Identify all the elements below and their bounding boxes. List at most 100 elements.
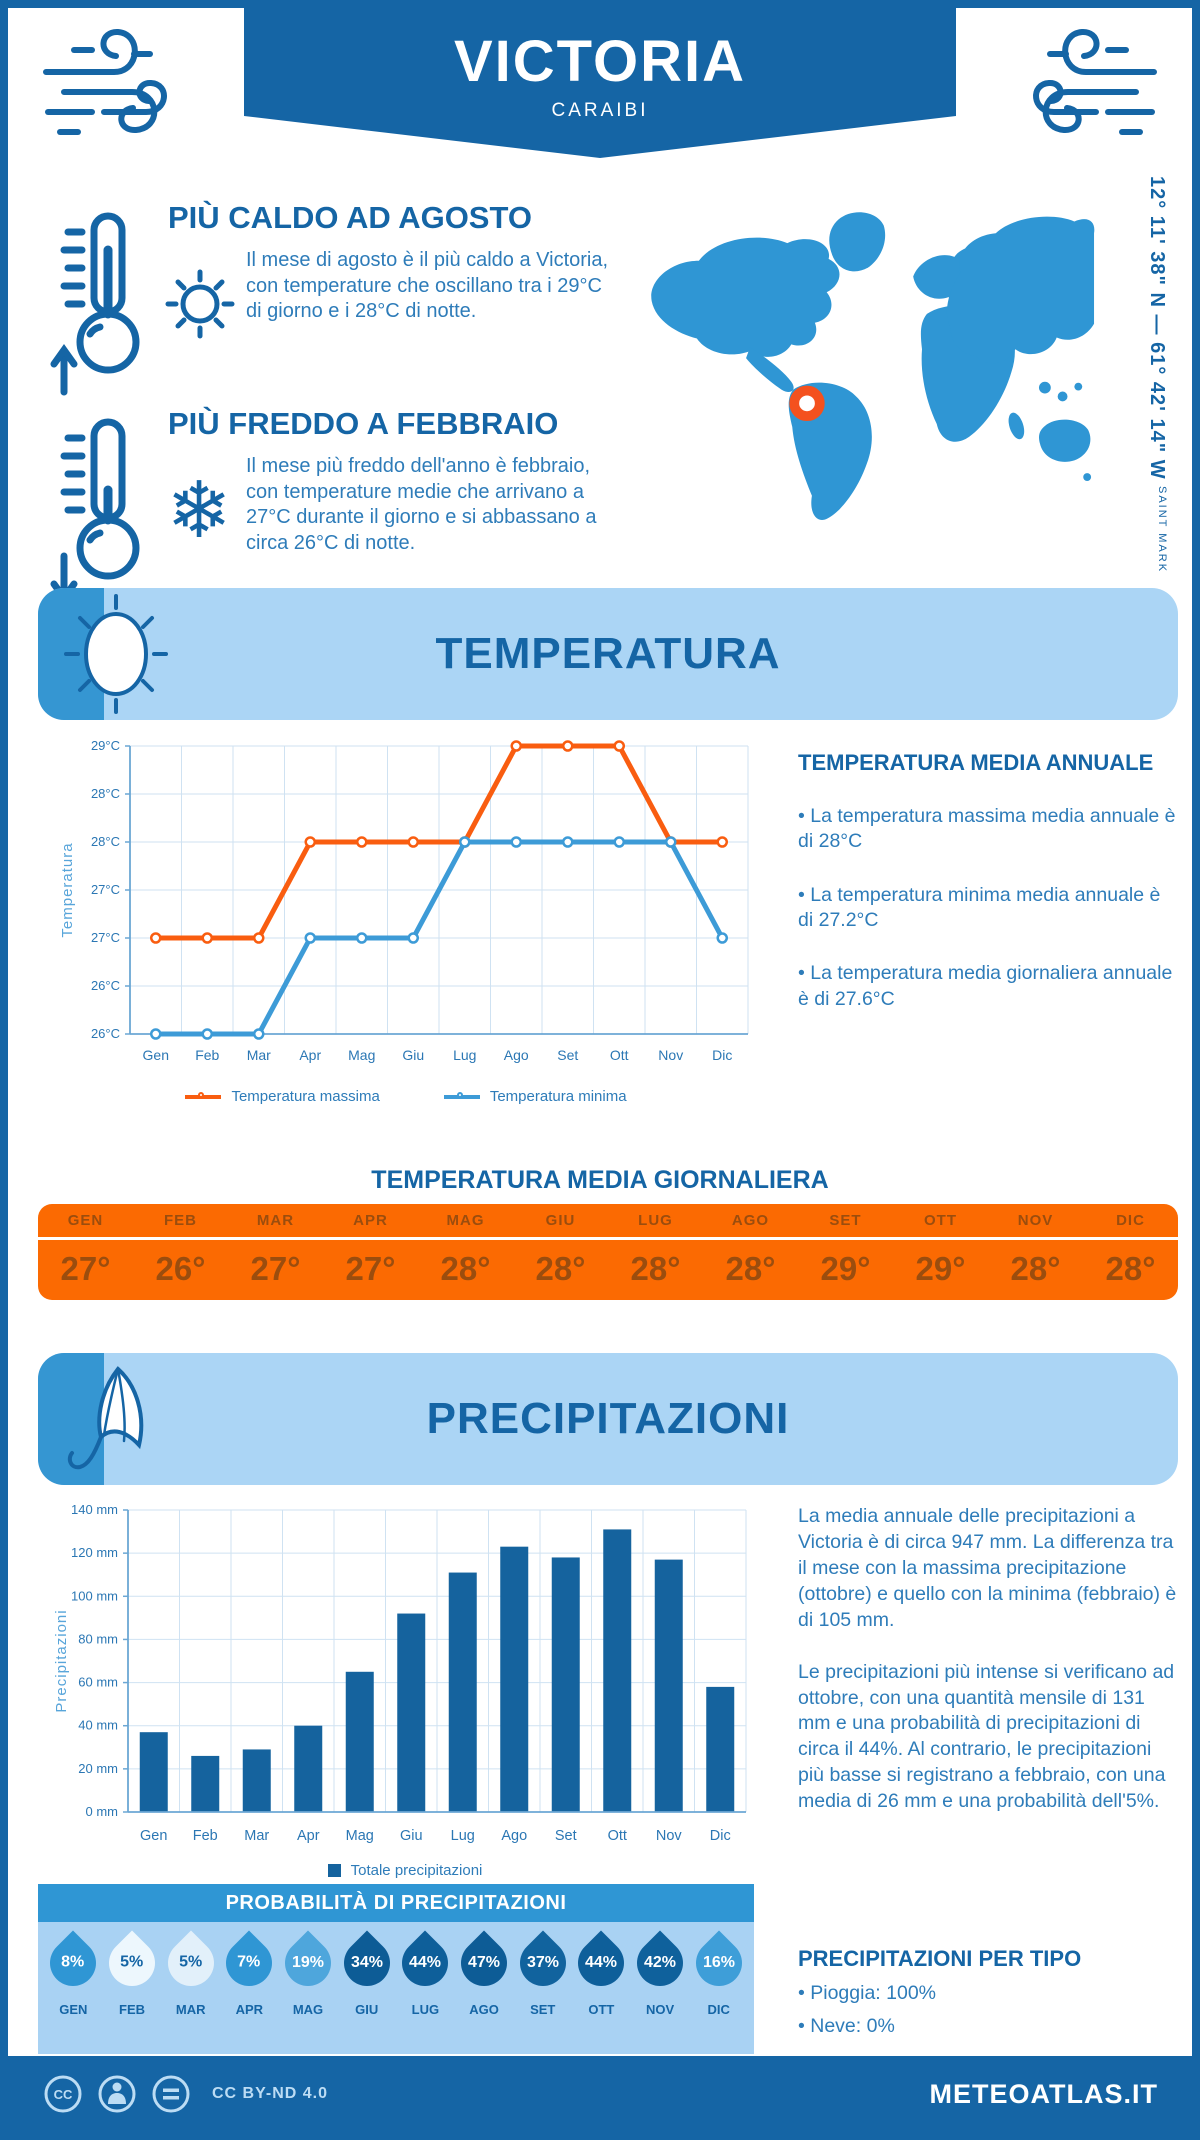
svg-text:26°C: 26°C <box>91 978 120 993</box>
svg-text:Ott: Ott <box>610 1047 629 1063</box>
bar <box>242 1749 271 1812</box>
svg-text:27°C: 27°C <box>91 930 120 945</box>
temperature-cell: 28° <box>1105 1249 1156 1287</box>
data-point <box>562 836 574 848</box>
svg-text:Nov: Nov <box>658 1047 683 1063</box>
data-point <box>613 740 625 752</box>
highlight-title: PIÙ FREDDO A FEBBRAIO <box>168 406 559 441</box>
page-title: VICTORIA <box>453 29 747 94</box>
sun-icon <box>165 269 235 339</box>
probability-column: 19% MAG <box>275 1922 341 2054</box>
bar <box>603 1529 632 1812</box>
data-point <box>356 836 368 848</box>
bar <box>397 1613 426 1812</box>
data-point <box>356 932 368 944</box>
section-title: TEMPERATURA <box>435 629 781 678</box>
wind-icon <box>43 29 167 135</box>
bar <box>294 1725 323 1812</box>
svg-text:Nov: Nov <box>656 1828 683 1844</box>
series-line <box>153 839 725 1037</box>
temperature-cell: 28° <box>630 1249 681 1287</box>
month-cell: DIC <box>1116 1212 1145 1229</box>
annual-bullet: • La temperatura minima media annuale è … <box>798 883 1161 932</box>
precip-paragraph: La media annuale delle precipitazioni a … <box>798 1505 1177 1631</box>
probability-column: 8% GEN <box>40 1922 106 2054</box>
temperature-line-chart: 26°C 26°C 27°C 27°C 28°C 28°C 29°C Gen Feb Mar Apr… <box>59 738 749 1063</box>
section-title: PRECIPITAZIONI <box>426 1394 790 1443</box>
precip-legend: Totale precipitazioni <box>50 1862 760 1879</box>
data-point <box>716 932 728 944</box>
bar <box>345 1671 374 1812</box>
raindrop-icon: 5% <box>99 1930 165 1996</box>
month-label: MAG <box>292 2002 324 2017</box>
svg-text:Mar: Mar <box>244 1828 269 1844</box>
svg-text:29°C: 29°C <box>91 738 120 753</box>
precip-paragraphs: La media annuale delle precipitazioni a … <box>798 1504 1180 1815</box>
probability-column: 44% OTT <box>568 1922 634 2054</box>
annual-bullets: • La temperatura massima media annuale è… <box>798 804 1180 1012</box>
temperature-cell: 27° <box>345 1249 396 1287</box>
wind-icon <box>1033 29 1157 135</box>
month-label: SET <box>530 2002 556 2017</box>
svg-text:80 mm: 80 mm <box>78 1631 118 1646</box>
svg-text:Lug: Lug <box>453 1047 476 1063</box>
umbrella-banner-icon <box>67 1366 144 1470</box>
raindrop-icon: 34% <box>334 1930 400 1996</box>
bar <box>139 1732 168 1812</box>
month-label: APR <box>235 2002 264 2017</box>
data-point <box>201 932 213 944</box>
data-point <box>304 836 316 848</box>
svg-text:Set: Set <box>555 1828 577 1844</box>
svg-text:28°C: 28°C <box>91 834 120 849</box>
svg-text:120 mm: 120 mm <box>71 1545 118 1560</box>
temperature-cell: 28° <box>1010 1249 1061 1287</box>
data-point <box>150 932 162 944</box>
data-point <box>716 836 728 848</box>
svg-text:Giu: Giu <box>400 1828 423 1844</box>
cc-icon: CC <box>44 2075 82 2113</box>
svg-text:Mag: Mag <box>348 1047 375 1063</box>
svg-text:60 mm: 60 mm <box>78 1675 118 1690</box>
precip-paragraph: Le precipitazioni più intense si verific… <box>798 1660 1175 1813</box>
data-point <box>304 932 316 944</box>
temp-table-months: GEN FEB MAR APR MAG GIU LUG AGO SET OTT NOV DIC <box>38 1204 1178 1240</box>
bar <box>448 1572 477 1812</box>
data-point <box>150 1028 162 1040</box>
precipitation-types-block: PRECIPITAZIONI PER TIPO • Pioggia: 100% •… <box>798 1946 1180 2038</box>
annual-heading: TEMPERATURA MEDIA ANNUALE <box>798 750 1154 775</box>
raindrop-icon: 47% <box>451 1930 517 1996</box>
probability-column: 5% FEB <box>99 1922 165 2054</box>
temperature-cell: 29° <box>915 1249 966 1287</box>
page-subtitle: CARAIBI <box>551 100 649 121</box>
raindrop-icon: 7% <box>216 1930 282 1996</box>
legend-item: Totale precipitazioni <box>327 1862 482 1879</box>
month-label: AGO <box>469 2002 499 2017</box>
svg-text:Gen: Gen <box>140 1828 167 1844</box>
highlight-title: PIÙ CALDO AD AGOSTO <box>168 200 532 235</box>
probability-drops: 8% GEN 5% FEB 5% MAR 7% APR 19% MAG 34% GIU 44% LUG 47… <box>38 1922 754 2054</box>
type-bullet: • Neve: 0% <box>798 2015 895 2037</box>
temperature-cell: 26° <box>155 1249 206 1287</box>
svg-text:140 mm: 140 mm <box>71 1502 118 1517</box>
temperature-cell: 27° <box>250 1249 301 1287</box>
daily-heading: TEMPERATURA MEDIA GIORNALIERA <box>371 1166 829 1194</box>
annual-temperature-block: TEMPERATURA MEDIA ANNUALE • La temperatu… <box>798 750 1180 1012</box>
daily-temperature-table: GEN FEB MAR APR MAG GIU LUG AGO SET OTT NOV DIC 27°… <box>38 1204 1178 1300</box>
month-label: DIC <box>707 2002 730 2017</box>
world-map <box>651 212 1095 520</box>
probability-column: 5% MAR <box>158 1922 224 2054</box>
svg-text:27°C: 27°C <box>91 882 120 897</box>
raindrop-icon: 16% <box>686 1930 752 1996</box>
site-name: METEOATLAS.IT <box>929 2078 1158 2109</box>
temperature-cell: 28° <box>440 1249 491 1287</box>
raindrop-icon: 37% <box>510 1930 576 1996</box>
data-point <box>459 836 471 848</box>
data-point <box>510 836 522 848</box>
month-cell: GEN <box>67 1212 104 1229</box>
svg-text:Gen: Gen <box>143 1047 169 1063</box>
coordinates-block: 12° 11' 38" N — 61° 42' 14" W SAINT MARK <box>1145 176 1168 616</box>
data-point <box>407 932 419 944</box>
svg-text:Set: Set <box>557 1047 578 1063</box>
svg-text:Ott: Ott <box>608 1828 627 1844</box>
